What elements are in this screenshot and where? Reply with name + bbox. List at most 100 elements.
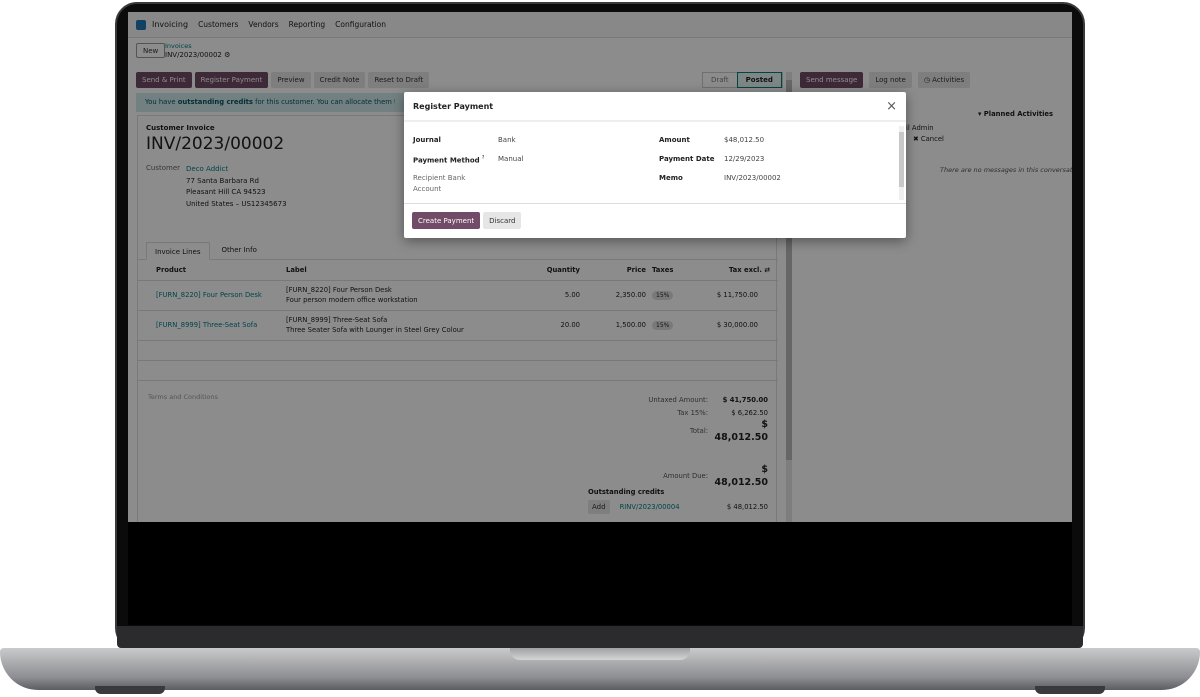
col-label[interactable]: Label (278, 260, 528, 281)
credit-ref[interactable]: RINV/2023/00004 (619, 503, 680, 511)
col-taxes[interactable]: Taxes (648, 260, 688, 281)
payment-method-field[interactable]: Manual (498, 155, 524, 163)
tab-invoice-lines[interactable]: Invoice Lines (146, 242, 210, 260)
line-total: $ 30,000.00 (688, 310, 778, 341)
payment-date-label: Payment Date (659, 155, 715, 163)
dialog-title: Register Payment (413, 101, 494, 111)
tax-label: Tax 15%: (677, 408, 708, 417)
status-bar: Draft Posted (702, 72, 783, 88)
activity-user: il Admin (906, 124, 934, 132)
untaxed-amount: $ 41,750.00 (722, 396, 768, 404)
payment-date-field[interactable]: 12/29/2023 (724, 155, 765, 163)
line-label: [FURN_8999] Three-Seat Sofa (286, 316, 388, 324)
col-quantity[interactable]: Quantity (528, 260, 588, 281)
totals: Untaxed Amount: $ 41,750.00 Tax 15%: $ 6,2… (588, 394, 768, 489)
alert-bold: outstanding credits (177, 98, 253, 106)
col-tax-excl[interactable]: Tax excl. (728, 265, 762, 274)
outstanding-credits: Outstanding credits Add RINV/2023/00004 … (588, 488, 768, 514)
table-row[interactable]: [FURN_8220] Four Person Desk [FURN_8220]… (138, 280, 778, 311)
untaxed-label: Untaxed Amount: (648, 396, 708, 404)
screen-black-area (128, 522, 1072, 625)
col-price[interactable]: Price (588, 260, 648, 281)
total-label: Total: (689, 427, 708, 436)
activities-button[interactable]: Activities (932, 76, 965, 84)
tax-amount: $ 6,262.50 (731, 408, 768, 417)
breadcrumb-current: INV/2023/00002 (165, 51, 222, 59)
new-button[interactable]: New (136, 43, 166, 58)
laptop-foot (1035, 686, 1105, 694)
memo-field[interactable]: INV/2023/00002 (724, 174, 781, 182)
product-link[interactable]: [FURN_8220] Four Person Desk (138, 280, 278, 311)
laptop-foot (95, 686, 165, 694)
screen: Invoicing Customers Vendors Reporting Co… (128, 12, 1072, 522)
planned-activities[interactable]: ▾ Planned Activities (978, 110, 1054, 118)
credit-amount: $ 48,012.50 (726, 503, 768, 511)
col-product[interactable]: Product (138, 260, 278, 281)
invoice-type: Customer Invoice (146, 124, 215, 132)
customer-label: Customer (146, 164, 181, 172)
app-name[interactable]: Invoicing (152, 20, 189, 29)
close-icon[interactable]: × (886, 98, 897, 114)
tax-badge: 15% (652, 320, 674, 330)
send-print-button[interactable]: Send & Print (136, 72, 192, 88)
line-price: 1,500.00 (588, 310, 648, 341)
tax-badge: 15% (652, 290, 674, 300)
line-quantity: 20.00 (528, 310, 588, 341)
menu-customers[interactable]: Customers (198, 20, 239, 29)
add-credit-button[interactable]: Add (588, 500, 610, 514)
journal-label: Journal (413, 136, 441, 144)
chatter-actions: Send message Log note ◷ Activities (800, 72, 971, 88)
recipient-bank-label: Recipient Bank Account (413, 174, 466, 193)
log-note-button[interactable]: Log note (869, 72, 912, 88)
register-payment-button[interactable]: Register Payment (194, 72, 269, 88)
status-draft[interactable]: Draft (711, 76, 729, 84)
create-payment-button[interactable]: Create Payment (412, 212, 481, 229)
cancel-activity[interactable]: ✖ Cancel (913, 135, 944, 143)
discard-button[interactable]: Discard (483, 212, 522, 229)
form-scrollbar[interactable] (786, 72, 792, 522)
dialog-scrollbar[interactable] (899, 126, 904, 200)
line-total: $ 11,750.00 (688, 280, 778, 311)
reset-draft-button[interactable]: Reset to Draft (368, 72, 430, 88)
customer-link[interactable]: Deco Addict (186, 165, 229, 173)
line-price: 2,350.00 (588, 280, 648, 311)
address-line: 77 Santa Barbara Rd (186, 176, 259, 185)
menu-reporting[interactable]: Reporting (288, 20, 326, 29)
status-posted[interactable]: Posted (736, 72, 782, 88)
breadcrumb: Invoices INV/2023/00002 ⚙ (165, 42, 230, 60)
address-line: United States – US12345673 (186, 199, 287, 208)
line-description: Four person modern office workstation (286, 296, 418, 304)
column-settings-icon[interactable]: ⇄ (764, 265, 770, 274)
invoice-number: INV/2023/00002 (146, 134, 285, 154)
action-bar: Send & Print Register Payment Preview Cr… (136, 72, 430, 88)
amount-field[interactable]: $48,012.50 (724, 136, 765, 144)
table-row[interactable]: [FURN_8999] Three-Seat Sofa [FURN_8999] … (138, 310, 778, 341)
register-payment-dialog: Register Payment × Journal Bank Payment … (404, 92, 906, 238)
menu-vendors[interactable]: Vendors (248, 20, 279, 29)
clock-icon: ◷ (923, 76, 933, 84)
laptop-hinge (117, 626, 1083, 648)
payment-method-text: Payment Method (413, 156, 480, 165)
terms-conditions[interactable]: Terms and Conditions (148, 393, 218, 401)
journal-field[interactable]: Bank (498, 136, 516, 144)
product-link[interactable]: [FURN_8999] Three-Seat Sofa (138, 310, 278, 341)
breadcrumb-area: New (136, 43, 166, 58)
breadcrumb-invoices[interactable]: Invoices (165, 42, 192, 50)
send-message-button[interactable]: Send message (800, 72, 864, 88)
dialog-footer: Create Payment Discard (404, 204, 906, 237)
modal-backdrop[interactable] (128, 12, 1072, 522)
help-tooltip-icon[interactable]: ? (481, 155, 485, 161)
top-navbar: Invoicing Customers Vendors Reporting Co… (128, 12, 1072, 38)
total-amount: $ 48,012.50 (714, 419, 769, 443)
preview-button[interactable]: Preview (271, 72, 311, 88)
invoice-lines-table: Product Label Quantity Price Taxes Tax e… (138, 260, 778, 381)
tabs: Invoice Lines Other Info (138, 240, 778, 260)
credit-note-button[interactable]: Credit Note (313, 72, 366, 88)
amount-due: $ 48,012.50 (714, 464, 769, 488)
amount-label: Amount (659, 136, 690, 144)
tab-other-info[interactable]: Other Info (221, 246, 257, 254)
menu-configuration[interactable]: Configuration (335, 20, 387, 29)
line-quantity: 5.00 (528, 280, 588, 311)
line-label: [FURN_8220] Four Person Desk (286, 286, 392, 294)
gear-icon[interactable]: ⚙ (224, 51, 231, 59)
